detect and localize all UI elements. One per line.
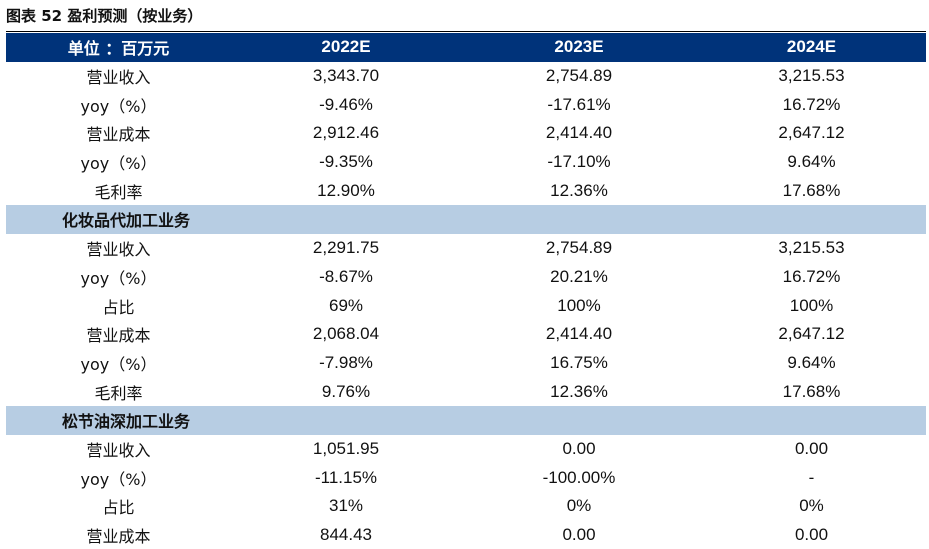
row-label: 毛利率 xyxy=(94,383,143,403)
section-title: 化妆品代加工业务 xyxy=(62,211,191,231)
header-row: 单位 ：百万元 2022E 2023E 2024E xyxy=(6,33,926,62)
cell-2022e: 3,343.70 xyxy=(312,66,380,86)
row-label: 毛利率 xyxy=(94,182,143,202)
table-caption: 图表 52 盈利预测（按业务） xyxy=(6,7,203,25)
row-label: 占比 xyxy=(102,498,135,518)
table-row: 营业成本 844.43 0.00 0.00 xyxy=(6,521,926,549)
row-label: 营业成本 xyxy=(86,527,151,547)
cell-2022e: 2,291.75 xyxy=(312,238,380,258)
table-row: 毛利率 9.76% 12.36% 17.68% xyxy=(6,377,926,406)
row-label: 营业成本 xyxy=(86,326,151,346)
row-label: yoy（%） xyxy=(80,154,157,174)
cell-2024e: 3,215.53 xyxy=(778,238,845,258)
cell-2022e: -7.98% xyxy=(319,352,373,372)
row-label: yoy（%） xyxy=(80,354,157,374)
cell-2024e: 0.00 xyxy=(794,438,829,458)
cell-2023e: -17.61% xyxy=(547,94,611,114)
table-row: yoy（%） -11.15% -100.00% - xyxy=(6,463,926,492)
cell-2023e: 2,414.40 xyxy=(545,123,613,143)
header-2023e: 2023E xyxy=(554,37,604,57)
header-unit: 单位 ：百万元 xyxy=(67,39,170,59)
cell-2023e: 2,754.89 xyxy=(545,238,613,258)
cell-2023e: 0.00 xyxy=(562,438,596,458)
cell-2024e: 2,647.12 xyxy=(778,123,845,143)
cell-2023e: 100% xyxy=(557,295,601,315)
forecast-table: 单位 ：百万元 2022E 2023E 2024E 营业收入 3,343.70 … xyxy=(6,33,926,549)
cell-2022e: -9.46% xyxy=(319,94,373,114)
row-label: 营业成本 xyxy=(86,125,151,145)
table-row: 营业成本 2,068.04 2,414.40 2,647.12 xyxy=(6,320,926,349)
cell-2023e: 0% xyxy=(566,496,592,516)
cell-2023e: 0.00 xyxy=(562,525,596,545)
cell-2024e: 16.72% xyxy=(782,266,841,286)
cell-2022e: 2,068.04 xyxy=(312,324,380,344)
table-row: 营业收入 1,051.95 0.00 0.00 xyxy=(6,435,926,464)
cell-2022e: -8.67% xyxy=(319,266,373,286)
cell-2024e: 17.68% xyxy=(782,180,841,200)
table-row: yoy（%） -8.67% 20.21% 16.72% xyxy=(6,263,926,292)
table-row: yoy（%） -9.46% -17.61% 16.72% xyxy=(6,90,926,119)
cell-2024e: 9.64% xyxy=(787,152,836,172)
table-row: 营业收入 3,343.70 2,754.89 3,215.53 xyxy=(6,62,926,91)
table-row: yoy（%） -9.35% -17.10% 9.64% xyxy=(6,148,926,177)
row-label: 占比 xyxy=(102,297,135,317)
cell-2024e: 16.72% xyxy=(782,94,841,114)
table-row: 营业收入 2,291.75 2,754.89 3,215.53 xyxy=(6,234,926,263)
section-row-cosmetics: 化妆品代加工业务 xyxy=(6,205,926,234)
cell-2024e: 17.68% xyxy=(782,381,841,401)
table-row: yoy（%） -7.98% 16.75% 9.64% xyxy=(6,349,926,378)
cell-2022e: 31% xyxy=(328,496,364,516)
table-row: 占比 31% 0% 0% xyxy=(6,492,926,521)
table-row: 毛利率 12.90% 12.36% 17.68% xyxy=(6,176,926,205)
cell-2024e: 0.00 xyxy=(794,525,829,545)
cell-2023e: 12.36% xyxy=(550,381,608,401)
header-2022e: 2022E xyxy=(321,37,371,57)
row-label: 营业收入 xyxy=(86,440,151,460)
row-label: yoy（%） xyxy=(80,268,157,288)
cell-2023e: 12.36% xyxy=(550,180,608,200)
cell-2024e: 100% xyxy=(789,295,834,315)
row-label: yoy（%） xyxy=(80,469,157,489)
row-label: 营业收入 xyxy=(86,240,151,260)
cell-2023e: 2,754.89 xyxy=(545,66,613,86)
cell-2022e: 844.43 xyxy=(320,525,372,545)
cell-2022e: -9.35% xyxy=(319,152,373,172)
cell-2022e: 2,912.46 xyxy=(312,123,380,143)
table-row: 占比 69% 100% 100% xyxy=(6,291,926,320)
cell-2023e: 20.21% xyxy=(550,266,608,286)
caption-rule xyxy=(6,31,926,32)
cell-2022e: 69% xyxy=(328,295,364,315)
cell-2022e: 1,051.95 xyxy=(312,438,380,458)
cell-2024e: 0% xyxy=(799,496,824,516)
cell-2023e: 2,414.40 xyxy=(545,324,613,344)
row-label: 营业收入 xyxy=(86,68,151,88)
table-row: 营业成本 2,912.46 2,414.40 2,647.12 xyxy=(6,119,926,148)
cell-2023e: -100.00% xyxy=(542,467,616,487)
cell-2024e: 3,215.53 xyxy=(778,66,845,86)
cell-2023e: 16.75% xyxy=(550,352,608,372)
cell-2024e: 2,647.12 xyxy=(778,324,845,344)
cell-2022e: 9.76% xyxy=(321,381,371,401)
cell-2023e: -17.10% xyxy=(547,152,611,172)
cell-2022e: -11.15% xyxy=(314,467,378,487)
row-label: yoy（%） xyxy=(80,96,157,116)
cell-2024e: 9.64% xyxy=(787,352,836,372)
section-title: 松节油深加工业务 xyxy=(62,412,191,432)
forecast-table-body: 单位 ：百万元 2022E 2023E 2024E 营业收入 3,343.70 … xyxy=(6,33,926,549)
cell-2022e: 12.90% xyxy=(317,180,375,200)
header-2024e: 2024E xyxy=(786,37,837,57)
section-row-turpentine: 松节油深加工业务 xyxy=(6,405,926,435)
cell-2024e: - xyxy=(808,467,815,487)
